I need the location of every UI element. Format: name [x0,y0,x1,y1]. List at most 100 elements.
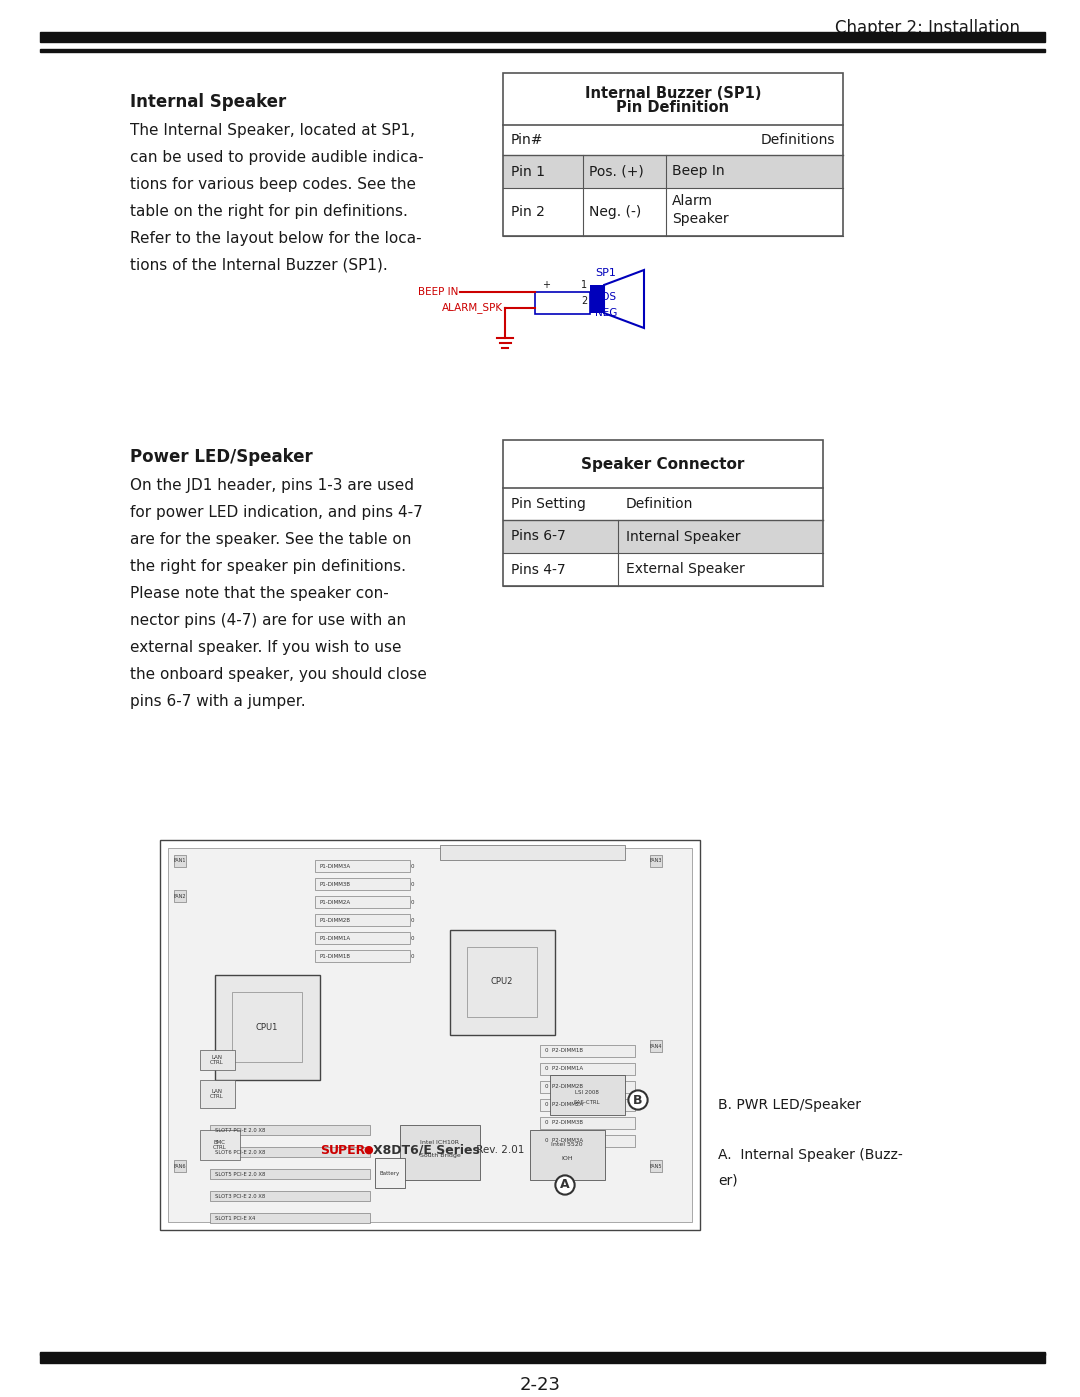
Text: Pins 4-7: Pins 4-7 [511,563,566,577]
Text: POS: POS [595,292,616,302]
Text: SLOT5 PCI-E 2.0 X8: SLOT5 PCI-E 2.0 X8 [215,1172,266,1176]
Bar [160,840,700,1229]
Text: FAN6: FAN6 [174,1164,186,1168]
Bar [375,1158,405,1187]
Text: Pin Setting: Pin Setting [511,497,585,511]
Bar [440,845,625,861]
Text: 0: 0 [410,882,414,887]
Text: SLOT6 PCI-E 2.0 X8: SLOT6 PCI-E 2.0 X8 [215,1150,266,1154]
Text: FAN2: FAN2 [174,894,186,898]
Text: nector pins (4-7) are for use with an: nector pins (4-7) are for use with an [130,613,406,629]
Text: for power LED indication, and pins 4-7: for power LED indication, and pins 4-7 [130,504,422,520]
Text: Pin 1: Pin 1 [511,165,545,179]
Text: FAN3: FAN3 [650,859,662,863]
Bar [215,975,320,1080]
Text: Speaker: Speaker [672,212,729,226]
Bar [40,49,1045,52]
Text: LSI 2008: LSI 2008 [575,1090,599,1094]
Text: Power LED/Speaker: Power LED/Speaker [130,448,313,467]
Text: FAN5: FAN5 [650,1164,662,1168]
Bar [315,950,410,963]
Bar [232,992,302,1062]
Bar [40,1354,1045,1363]
Text: IOH: IOH [562,1155,572,1161]
Bar [174,855,186,868]
Text: ALARM_SPK: ALARM_SPK [442,303,503,313]
Text: NEG: NEG [595,307,618,319]
Text: table on the right for pin definitions.: table on the right for pin definitions. [130,204,408,219]
Text: Speaker Connector: Speaker Connector [581,457,745,472]
Text: P1-DIMM2A: P1-DIMM2A [320,900,351,904]
Bar [467,947,537,1017]
Text: Intel ICH10R: Intel ICH10R [420,1140,459,1144]
Text: P1-DIMM2B: P1-DIMM2B [320,918,351,922]
Text: 0: 0 [410,863,414,869]
Bar [174,1160,186,1172]
Text: 0  P2-DIMM2A: 0 P2-DIMM2A [545,1102,583,1108]
Text: FAN1: FAN1 [174,859,186,863]
Text: P1-DIMM3A: P1-DIMM3A [320,863,351,869]
Text: Internal Speaker: Internal Speaker [626,529,741,543]
Text: SLOT3 PCI-E 2.0 X8: SLOT3 PCI-E 2.0 X8 [215,1193,266,1199]
Bar [503,73,843,236]
Bar [210,1125,370,1134]
Text: Chapter 2: Installation: Chapter 2: Installation [835,20,1020,36]
Text: SP1: SP1 [595,268,616,278]
Text: South Bridge: South Bridge [420,1154,460,1158]
Text: FAN4: FAN4 [650,1044,662,1049]
Text: Definitions: Definitions [760,133,835,147]
Text: can be used to provide audible indica-: can be used to provide audible indica- [130,149,423,165]
Bar [200,1051,235,1070]
Bar [650,1160,662,1172]
Text: ●: ● [363,1146,373,1155]
Text: External Speaker: External Speaker [626,563,745,577]
Text: 0  P2-DIMM1B: 0 P2-DIMM1B [545,1049,583,1053]
Bar [590,285,604,313]
Text: Definition: Definition [626,497,693,511]
Bar [40,32,1045,42]
Text: SLOT1 PCI-E X4: SLOT1 PCI-E X4 [215,1215,255,1221]
Text: Internal Buzzer (SP1): Internal Buzzer (SP1) [584,85,761,101]
Bar [174,890,186,902]
Bar [535,292,590,314]
Bar [210,1192,370,1201]
Text: CPU2: CPU2 [490,978,513,986]
Bar [540,1134,635,1147]
Bar [315,877,410,890]
Bar [315,861,410,872]
Bar [550,1076,625,1115]
Text: 0  P2-DIMM1A: 0 P2-DIMM1A [545,1066,583,1071]
Text: P1-DIMM1B: P1-DIMM1B [320,954,351,958]
Text: P1-DIMM1A: P1-DIMM1A [320,936,351,940]
Text: P1-DIMM3B: P1-DIMM3B [320,882,351,887]
Text: On the JD1 header, pins 1-3 are used: On the JD1 header, pins 1-3 are used [130,478,414,493]
Text: A.  Internal Speaker (Buzz-: A. Internal Speaker (Buzz- [718,1148,903,1162]
Text: 0  P2-DIMM3A: 0 P2-DIMM3A [545,1139,583,1144]
Text: external speaker. If you wish to use: external speaker. If you wish to use [130,640,402,655]
Text: Pin Definition: Pin Definition [617,101,729,116]
Bar [503,155,843,189]
Bar [210,1147,370,1157]
Text: SLOT7 PCI-E 2.0 X8: SLOT7 PCI-E 2.0 X8 [215,1127,266,1133]
Bar [315,932,410,944]
Text: Battery: Battery [380,1171,400,1175]
Text: B: B [633,1094,643,1106]
Text: Internal Speaker: Internal Speaker [130,94,286,110]
Text: S: S [320,1144,329,1157]
Bar [200,1130,240,1160]
Text: tions of the Internal Buzzer (SP1).: tions of the Internal Buzzer (SP1). [130,258,388,272]
Text: Pins 6-7: Pins 6-7 [511,529,566,543]
Bar [503,440,823,585]
Bar [650,1039,662,1052]
Text: Please note that the speaker con-: Please note that the speaker con- [130,585,389,601]
Text: A: A [561,1179,570,1192]
Text: Refer to the layout below for the loca-: Refer to the layout below for the loca- [130,231,421,246]
Text: er): er) [718,1173,738,1187]
Bar [40,1352,1045,1355]
Text: Pin 2: Pin 2 [511,205,545,219]
Text: CPU1: CPU1 [256,1023,279,1031]
Text: 2-23: 2-23 [519,1376,561,1394]
Bar [210,1213,370,1222]
Bar [168,848,692,1222]
Text: Pin#: Pin# [511,133,543,147]
